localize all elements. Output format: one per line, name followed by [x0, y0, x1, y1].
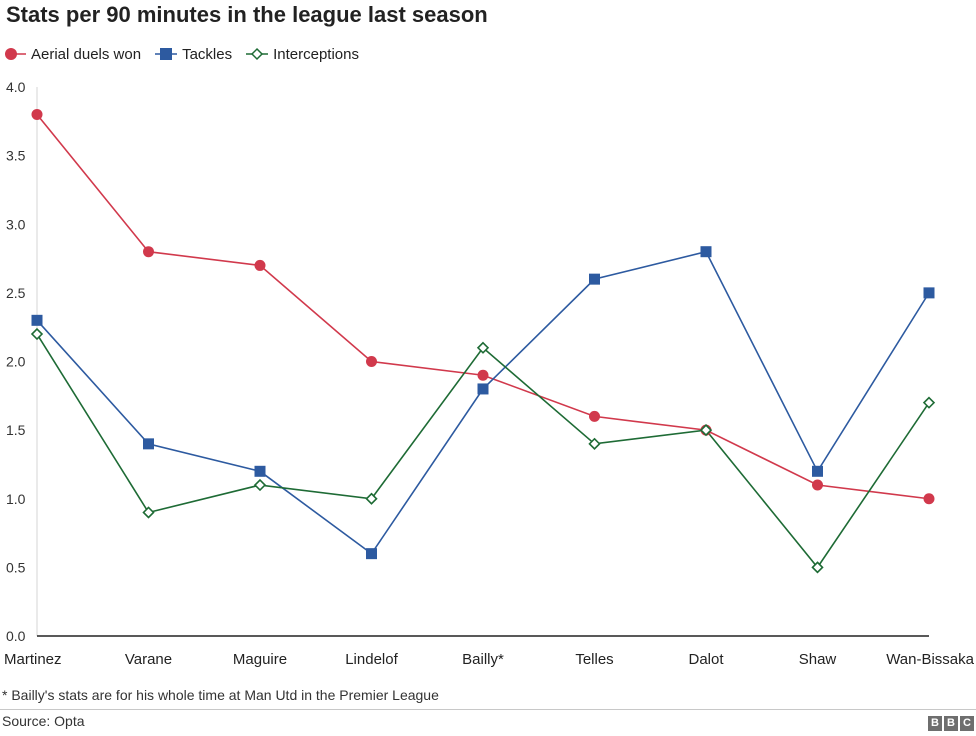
- data-point-circle: [923, 493, 935, 505]
- x-tick-label: Wan-Bissaka: [886, 651, 974, 668]
- data-point-diamond: [922, 396, 936, 409]
- diamond-marker-icon: [246, 47, 269, 61]
- y-tick-label: 0.5: [6, 559, 26, 575]
- line-chart: 0.0 0.5 1.0 1.5 2.0 2.5 3.0 3.5 4.0 Martinez Varan…: [4, 79, 975, 668]
- source-text: Source: Opta: [2, 713, 85, 729]
- data-point-circle: [143, 246, 154, 258]
- bbc-logo-letter: B: [944, 716, 958, 731]
- data-point-diamond: [253, 478, 267, 492]
- legend-item-aerial-duels: Aerial duels won: [4, 46, 141, 63]
- x-tick-label: Martinez: [4, 651, 62, 668]
- legend: Aerial duels won Tackles Interceptions: [4, 44, 373, 64]
- data-point-diamond: [699, 423, 713, 437]
- data-point-square: [923, 287, 935, 299]
- series-line-2: [36, 333, 930, 569]
- data-point-square: [143, 438, 154, 450]
- x-tick-label: Dalot: [688, 651, 724, 668]
- y-tick-label: 4.0: [6, 79, 26, 95]
- y-tick-label: 0.0: [6, 628, 26, 644]
- data-point-square: [812, 465, 823, 477]
- square-marker-icon: [155, 48, 178, 60]
- data-point-circle: [812, 479, 823, 491]
- data-point-circle: [589, 410, 600, 422]
- bbc-logo-letter: C: [960, 716, 974, 731]
- legend-label-tackles: Tackles: [182, 45, 233, 63]
- bbc-logo-letter: B: [928, 716, 942, 731]
- legend-label-interceptions: Interceptions: [273, 45, 359, 63]
- data-point-square: [31, 314, 43, 326]
- data-point-circle: [477, 369, 489, 381]
- y-tick-label: 2.0: [6, 354, 26, 370]
- y-tick-label: 1.0: [6, 491, 26, 507]
- y-tick-label: 3.5: [6, 148, 26, 164]
- data-point-diamond: [476, 341, 490, 354]
- series-line-0: [36, 113, 930, 500]
- data-point-diamond: [811, 561, 824, 574]
- legend-label-aerial-duels: Aerial duels won: [31, 45, 142, 63]
- x-tick-label: Varane: [125, 651, 172, 668]
- legend-item-interceptions: Interceptions: [246, 46, 359, 63]
- x-tick-label: Maguire: [233, 651, 287, 668]
- y-tick-label: 3.0: [6, 216, 26, 232]
- series-line-1: [36, 250, 930, 555]
- y-tick-label: 2.5: [6, 285, 26, 301]
- data-point-square: [254, 465, 266, 477]
- legend-item-tackles: Tackles: [155, 46, 232, 63]
- bbc-logo: B B C: [926, 716, 974, 731]
- data-point-diamond: [30, 327, 44, 341]
- x-tick-label: Lindelof: [345, 651, 398, 668]
- data-point-square: [589, 273, 600, 285]
- data-point-circle: [366, 356, 377, 367]
- data-point-square: [700, 246, 712, 258]
- data-point-diamond: [365, 492, 378, 505]
- data-point-diamond: [588, 437, 601, 450]
- x-tick-label: Shaw: [799, 651, 837, 668]
- data-point-circle: [254, 259, 266, 271]
- footnote: * Bailly's stats are for his whole time …: [2, 687, 439, 703]
- x-tick-label: Bailly*: [462, 651, 504, 668]
- circle-marker-icon: [5, 48, 26, 60]
- data-point-circle: [31, 108, 43, 120]
- chart-title: Stats per 90 minutes in the league last …: [6, 2, 488, 27]
- x-tick-label: Telles: [575, 651, 613, 668]
- data-point-diamond: [142, 506, 155, 519]
- data-point-square: [477, 383, 489, 395]
- data-point-square: [366, 548, 377, 560]
- divider: [0, 709, 976, 710]
- y-tick-label: 1.5: [6, 422, 26, 438]
